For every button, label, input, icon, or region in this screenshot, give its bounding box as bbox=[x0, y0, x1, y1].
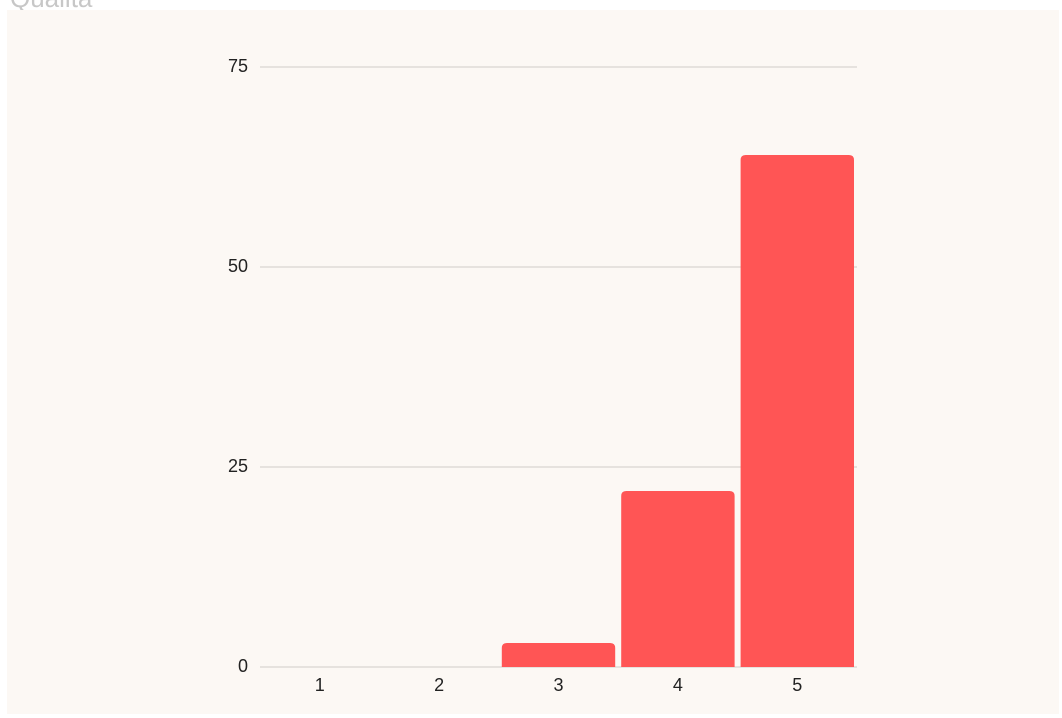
bar-5 bbox=[740, 155, 854, 667]
y-tick-label: 75 bbox=[228, 56, 248, 76]
x-axis-ticks: 1 2 3 4 5 bbox=[315, 675, 803, 695]
bar-3 bbox=[501, 643, 616, 667]
x-tick-label: 1 bbox=[315, 675, 325, 695]
x-tick-label: 2 bbox=[434, 675, 444, 695]
y-axis-ticks: 0 25 50 75 bbox=[228, 56, 248, 676]
x-tick-label: 3 bbox=[553, 675, 563, 695]
y-tick-label: 0 bbox=[238, 656, 248, 676]
x-tick-label: 5 bbox=[792, 675, 802, 695]
page-header: Qualità bbox=[10, 0, 92, 13]
bar-chart: 0 25 50 75 1 2 3 4 5 bbox=[228, 56, 857, 695]
bar-4 bbox=[621, 491, 735, 667]
x-tick-label: 4 bbox=[673, 675, 683, 695]
chart-panel: 0 25 50 75 1 2 3 4 5 bbox=[7, 10, 1059, 714]
y-tick-label: 50 bbox=[228, 256, 248, 276]
y-tick-label: 25 bbox=[228, 456, 248, 476]
bars bbox=[501, 155, 854, 667]
